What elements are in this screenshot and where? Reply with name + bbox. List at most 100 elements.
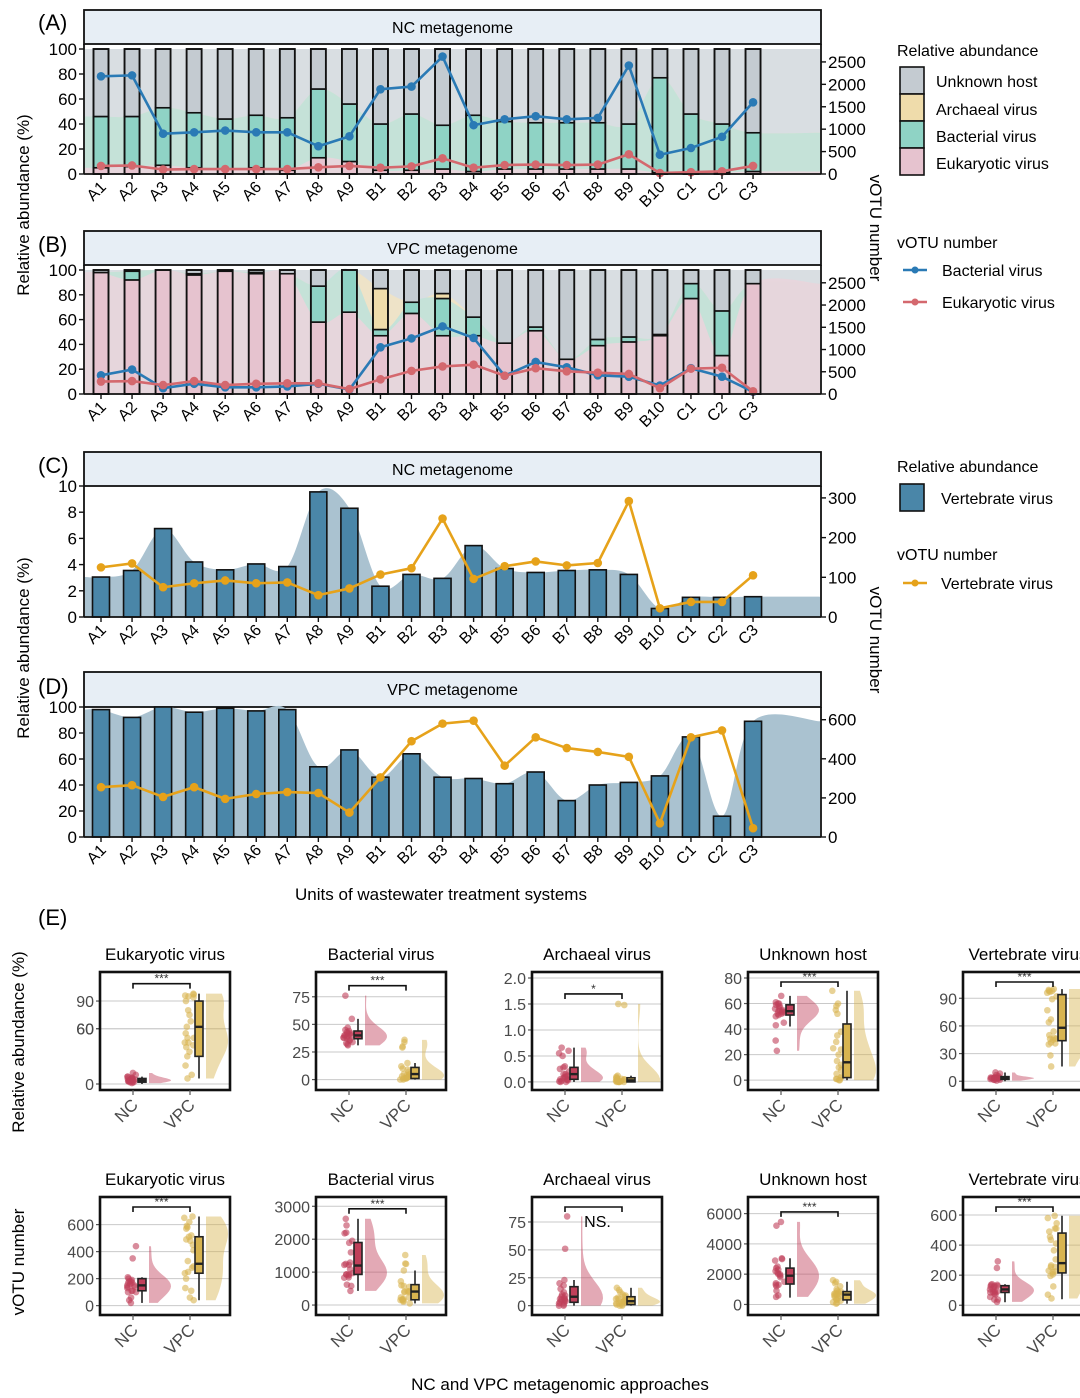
significance-bracket — [995, 1206, 1054, 1212]
x-tick-label: A4 — [177, 622, 203, 648]
point-vertebrate-virus-A3 — [158, 792, 168, 802]
x-tick-label: A9 — [332, 842, 358, 868]
point-bacterial-virus-C2 — [717, 372, 727, 381]
subplot-title: Archaeal virus — [543, 1170, 651, 1189]
x-tick-label: C1 — [673, 399, 700, 426]
point-vertebrate-virus-A1 — [96, 563, 106, 572]
y-tick-label: 0 — [948, 1298, 957, 1315]
y-tick-label: 0 — [68, 385, 77, 404]
point-bacterial-virus-A2 — [127, 71, 137, 80]
box-nc — [785, 1004, 795, 1016]
bar-A8-vertebrate — [309, 765, 328, 838]
subplot-title: Vertebrate virus — [968, 945, 1080, 964]
boxplot-abundance-unknown-host: Unknown host 0 20 40 60 80 *** NC VPC — [724, 945, 880, 1134]
x-tick-label: NC — [111, 1320, 142, 1351]
bar-B2-bacterial-virus — [403, 113, 420, 172]
subplot-frame — [746, 1195, 880, 1317]
lines — [96, 322, 758, 397]
box-nc — [569, 1285, 579, 1304]
point-bacterial-virus-B7 — [562, 115, 572, 124]
point-vertebrate-virus-A9 — [345, 808, 354, 817]
y-tick-label: 100 — [49, 698, 77, 717]
point-vpc — [1043, 989, 1051, 997]
point-eukaryotic-virus-B3 — [438, 362, 447, 371]
point-nc — [345, 1239, 353, 1247]
violin-nc — [797, 1221, 819, 1297]
x-tick-label: A1 — [84, 399, 110, 425]
line-vertebrate-virus — [100, 499, 754, 610]
point-nc — [132, 1242, 140, 1250]
x-tick-label: B10 — [637, 179, 669, 211]
point-nc — [772, 1013, 780, 1020]
x-tick-label: B5 — [488, 179, 514, 205]
bar-C2-vertebrate — [712, 815, 732, 838]
point-vpc — [829, 1044, 837, 1052]
y-tick-label: 400 — [67, 1245, 94, 1262]
point-bacterial-virus-B2 — [407, 82, 416, 91]
x-tick-label: A5 — [208, 399, 234, 425]
point-eukaryotic-virus-A9 — [345, 161, 354, 171]
violin-nc — [797, 995, 819, 1051]
x-tick-label: A7 — [270, 842, 296, 868]
point-nc — [772, 1037, 779, 1044]
legend-votu-label-bacterial: Bacterial virus — [942, 263, 1042, 280]
x-tick-label: NC — [327, 1320, 358, 1351]
x-tick-label: B3 — [426, 622, 452, 648]
point-vertebrate-virus-B7 — [562, 561, 572, 570]
y-tick-label: 600 — [930, 1208, 957, 1225]
bar-B9-unknown-host — [620, 48, 638, 125]
y-tick-label: 80 — [58, 286, 77, 305]
point-vpc — [1047, 1052, 1054, 1059]
subplot-frame — [98, 1195, 232, 1317]
point-vertebrate-virus-C1 — [686, 597, 696, 607]
bar-A6-vertebrate — [246, 563, 266, 618]
point-bacterial-virus-B3 — [438, 52, 447, 61]
line-eukaryotic-virus — [100, 363, 754, 393]
panel-label-c: (C) — [38, 453, 69, 478]
legend-swatch-bacterial — [899, 120, 925, 149]
x-tick-label: A6 — [239, 842, 265, 868]
point-nc — [347, 1282, 355, 1290]
x-tick-label: NC — [974, 1320, 1005, 1351]
point-vpc — [614, 1000, 622, 1008]
significance-bracket — [564, 1206, 623, 1212]
bar-A9-vertebrate — [340, 749, 359, 838]
bar-B5-unknown-host — [496, 48, 513, 123]
point-eukaryotic-virus-A8 — [314, 162, 323, 172]
violin-vpc — [854, 1280, 876, 1304]
bar-B8-unknown-host — [589, 269, 607, 341]
bar-C1-unknown-host — [682, 269, 700, 285]
point-bacterial-virus-A5 — [220, 126, 230, 135]
x-tick-label: B4 — [457, 622, 483, 648]
point-vertebrate-virus-A3 — [158, 582, 168, 592]
violin-nc — [149, 1246, 171, 1303]
bar-B10-unknown-host — [651, 48, 669, 79]
point-nc — [341, 1261, 348, 1269]
point-vertebrate-virus-B10 — [655, 603, 665, 613]
point-eukaryotic-virus-B7 — [562, 367, 572, 376]
point-vpc — [1048, 1295, 1055, 1302]
x-tick-label: B2 — [394, 179, 420, 205]
point-vpc — [621, 1001, 628, 1009]
violin-vpc — [1069, 1215, 1080, 1299]
bar-B6-vertebrate — [526, 771, 546, 838]
y2-tick-label: 500 — [828, 363, 856, 382]
y2-tick-label: 400 — [828, 750, 856, 769]
y-tick-label: 0.5 — [504, 1049, 526, 1066]
y-axis-title-e-top: Relative abundance (%) — [9, 951, 28, 1132]
y-tick-label: 200 — [930, 1268, 957, 1285]
x-tick-label: NC — [974, 1095, 1005, 1126]
violin-vpc — [638, 1003, 660, 1082]
bar-B2-eukaryotic-virus — [403, 312, 420, 395]
y-tick-label: 0 — [68, 828, 77, 847]
lines — [96, 496, 758, 613]
bar-B9-unknown-host — [620, 269, 638, 338]
point-vpc — [189, 1213, 196, 1220]
point-bacterial-virus-A7 — [283, 128, 292, 137]
point-bacterial-virus-A6 — [251, 128, 261, 137]
point-bacterial-virus-B9 — [624, 61, 634, 70]
subplot-bg — [316, 972, 446, 1090]
